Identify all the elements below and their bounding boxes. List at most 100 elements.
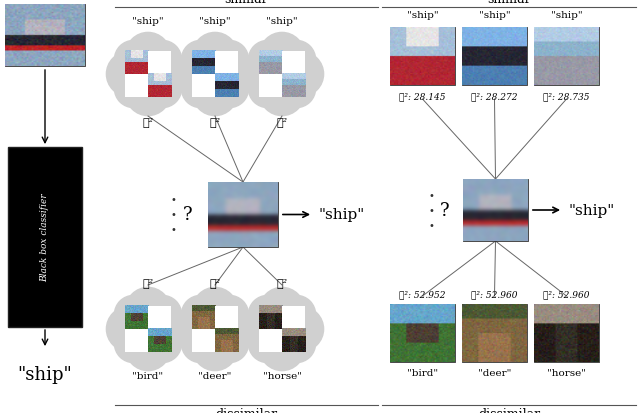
Bar [192,329,215,352]
Text: "ship": "ship" [266,17,298,26]
Text: "ship": "ship" [132,17,164,26]
Circle shape [212,307,257,351]
Text: ℓ²: ℓ² [143,117,154,127]
Text: •: • [428,221,434,230]
Text: similar: similar [225,0,268,6]
Circle shape [173,52,218,97]
Circle shape [121,302,175,356]
Text: "deer": "deer" [478,368,511,377]
Text: "ship": "ship" [18,365,72,383]
Bar [534,304,599,362]
Bar [215,52,238,75]
Text: dissimilar: dissimilar [478,407,540,413]
Circle shape [181,70,220,108]
Text: ℓ²: 52.960: ℓ²: 52.960 [543,289,589,298]
Circle shape [143,41,182,80]
Text: "horse": "horse" [547,368,586,377]
Bar [462,28,527,86]
Circle shape [241,52,285,97]
Text: ℓ²: ℓ² [143,277,154,287]
Circle shape [210,41,248,80]
Circle shape [193,288,237,332]
Circle shape [260,326,305,371]
Circle shape [106,307,151,351]
Circle shape [193,326,237,371]
Text: ℓ²: ℓ² [276,277,287,287]
Text: •: • [428,190,434,201]
Bar [463,180,528,242]
Circle shape [125,288,170,332]
Text: •: • [170,225,176,235]
Text: "ship": "ship" [406,11,438,20]
Circle shape [193,33,237,78]
Circle shape [125,326,170,371]
Circle shape [143,325,182,363]
Text: similar: similar [487,0,531,6]
Circle shape [260,288,305,332]
Circle shape [279,52,324,97]
Text: "bird": "bird" [407,368,438,377]
Circle shape [181,41,220,80]
Circle shape [277,41,316,80]
Text: ℓ²: ℓ² [276,117,287,127]
Circle shape [277,296,316,334]
Text: "horse": "horse" [262,371,301,380]
Circle shape [121,47,175,102]
Text: ℓ²: ℓ² [209,277,221,287]
Circle shape [143,70,182,108]
Circle shape [277,325,316,363]
Circle shape [145,307,189,351]
Circle shape [210,296,248,334]
Circle shape [255,47,309,102]
Circle shape [210,70,248,108]
Circle shape [145,52,189,97]
Circle shape [248,70,287,108]
Bar [259,329,282,352]
Text: "ship": "ship" [318,208,364,222]
Bar [148,52,171,75]
Bar [192,75,215,98]
Bar [282,306,305,329]
Circle shape [193,71,237,116]
Text: ?: ? [440,202,450,219]
Circle shape [260,71,305,116]
Text: "ship": "ship" [479,11,510,20]
Bar [390,304,455,362]
Text: "ship": "ship" [550,11,582,20]
Bar [8,147,82,327]
Bar [215,306,238,329]
Circle shape [279,307,324,351]
Text: •: • [170,210,176,220]
Text: ℓ²: 28.735: ℓ²: 28.735 [543,92,589,101]
Text: ℓ²: 28.272: ℓ²: 28.272 [471,92,518,101]
Text: ℓ²: 52.952: ℓ²: 52.952 [399,289,445,298]
Circle shape [125,71,170,116]
Circle shape [181,325,220,363]
Circle shape [115,296,153,334]
Text: "deer": "deer" [198,371,232,380]
Circle shape [115,325,153,363]
Text: Black box classifier: Black box classifier [40,193,49,282]
Bar [208,183,278,247]
Circle shape [115,41,153,80]
Text: •: • [170,195,176,205]
Text: ℓ²: ℓ² [209,117,221,127]
Circle shape [248,41,287,80]
Bar [148,306,171,329]
Text: ℓ²: 28.145: ℓ²: 28.145 [399,92,445,101]
Bar [125,329,148,352]
Text: ?: ? [183,206,193,224]
Text: ℓ²: 52.960: ℓ²: 52.960 [471,289,518,298]
Circle shape [241,307,285,351]
Bar [5,5,85,67]
Text: "ship": "ship" [199,17,231,26]
Bar [125,75,148,98]
Bar [259,75,282,98]
Circle shape [210,325,248,363]
Circle shape [181,296,220,334]
Circle shape [188,47,242,102]
Circle shape [212,52,257,97]
Bar [390,28,455,86]
Circle shape [115,70,153,108]
Circle shape [173,307,218,351]
